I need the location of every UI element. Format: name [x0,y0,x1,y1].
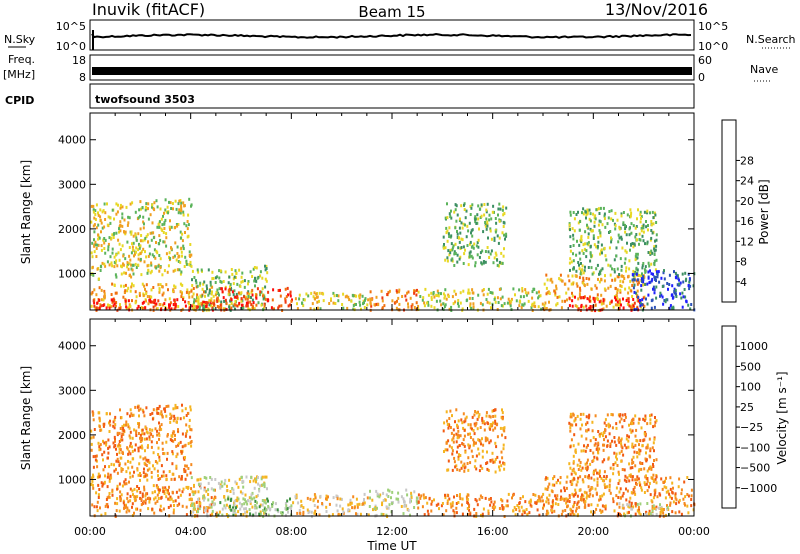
power-region [130,197,193,277]
vel-region [90,408,132,487]
power-region [417,287,544,312]
power-colorbar-tick: 20 [740,195,754,208]
vel-colorbar-tick: 25 [740,401,754,414]
power-ytick-label: 4000 [58,134,86,147]
power-colorbar-tick: 12 [740,235,754,248]
noise-trace [91,32,692,39]
power-region [631,269,696,312]
velocity-y-axis: 1000 2000 3000 4000 [58,340,694,486]
power-colorbar-tick: 24 [740,175,754,188]
vel-colorbar-tick: 1000 [740,340,768,353]
x-tick-label: 20:00 [577,525,609,538]
power-region [367,288,420,312]
velocity-panel: 1000 2000 3000 4000 00:00 04:00 08:00 12:00 16:… [19,318,789,538]
vel-region [618,502,670,518]
nsearch-tick-top: 10^5 [698,20,728,33]
nsky-tick-bottom: 10^0 [56,40,86,53]
vel-colorbar-tick: −500 [740,462,770,475]
vel-region [417,492,545,518]
vel-region [543,475,696,518]
power-region [442,202,508,268]
power-data [90,197,696,313]
vel-region [442,408,507,474]
velocity-ylabel: Slant Range [km] [19,366,33,470]
noise-strip: N.Sky 10^5 10^0 N.Search 10^5 10^0 [4,19,796,53]
date-title: 13/Nov/2016 [605,0,708,19]
vel-colorbar-tick: −25 [740,421,763,434]
power-y-axis: 1000 2000 3000 4000 [58,134,694,280]
velocity-data [90,403,696,519]
x-tick-label: 16:00 [477,525,509,538]
freq-tick-bottom: 8 [79,71,86,84]
x-tick-label: 00:00 [678,525,710,538]
cpid-label: CPID [5,94,34,107]
nave-label: Nave [750,63,778,76]
vel-ytick-label: 4000 [58,340,86,353]
vel-colorbar-tick: −100 [740,441,770,454]
power-colorbar: 4 8 12 16 20 24 28 [721,119,754,303]
vel-colorbar-tick: 100 [740,381,761,394]
freq-tick-top: 18 [72,54,86,67]
power-ytick-label: 3000 [58,178,86,191]
vel-region [568,412,658,483]
frequency-strip: Freq. [MHz] 18 8 60 0 Nave [3,53,778,84]
frequency-band [92,67,692,75]
x-axis-label: Time UT [366,539,417,553]
nsky-tick-top: 10^5 [56,20,86,33]
power-region [216,286,293,312]
power-ytick-label: 2000 [58,223,86,236]
nsearch-label: N.Search [746,33,796,46]
vel-region [217,497,293,518]
x-tick-label: 00:00 [74,525,106,538]
beam-title: Beam 15 [358,3,425,21]
freq-label: Freq. [8,53,35,66]
freq-unit: [MHz] [3,68,35,81]
power-panel: 1000 2000 3000 4000 Slant Range [km] 4 8 12 16… [19,112,771,313]
power-x-ticks [89,113,695,310]
power-region [568,206,659,276]
station-title: Inuvik (fitACF) [92,0,205,19]
cpid-value: twofsound 3503 [95,93,195,106]
x-tick-label: 04:00 [175,525,207,538]
velocity-x-ticks: 00:00 04:00 08:00 12:00 16:00 20:00 00:00 [74,319,710,538]
vel-region [292,492,369,519]
x-tick-label: 08:00 [275,525,307,538]
power-region [543,273,646,312]
vel-colorbar-tick: −1000 [740,482,777,495]
power-region [92,298,216,312]
vel-ytick-label: 3000 [58,384,86,397]
power-ylabel: Slant Range [km] [19,160,33,264]
vel-ytick-label: 1000 [58,473,86,486]
power-colorbar-tick: 28 [740,154,754,167]
velocity-colorbar-label: Velocity [m s⁻¹] [775,371,789,464]
power-colorbar-label: Power [dB] [757,179,771,244]
power-ytick-label: 1000 [58,267,86,280]
x-tick-label: 12:00 [376,525,408,538]
power-colorbar-tick: 4 [740,276,747,289]
vel-region [367,488,419,518]
power-region [90,202,133,281]
vel-colorbar-tick: 500 [740,360,761,373]
power-colorbar-tick: 16 [740,215,754,228]
nsky-label: N.Sky [4,33,36,46]
cpid-strip: CPID twofsound 3503 [5,83,695,109]
power-colorbar-tick: 8 [740,256,747,269]
nave-tick-top: 60 [698,54,712,67]
vel-region [190,475,268,519]
nsearch-tick-bottom: 10^0 [698,40,728,53]
power-region [294,291,369,312]
vel-ytick-label: 2000 [58,429,86,442]
velocity-colorbar: −1000 −500 −100 −25 25 100 500 1000 [721,325,777,509]
vel-region [130,403,193,482]
nave-tick-bottom: 0 [698,71,705,84]
